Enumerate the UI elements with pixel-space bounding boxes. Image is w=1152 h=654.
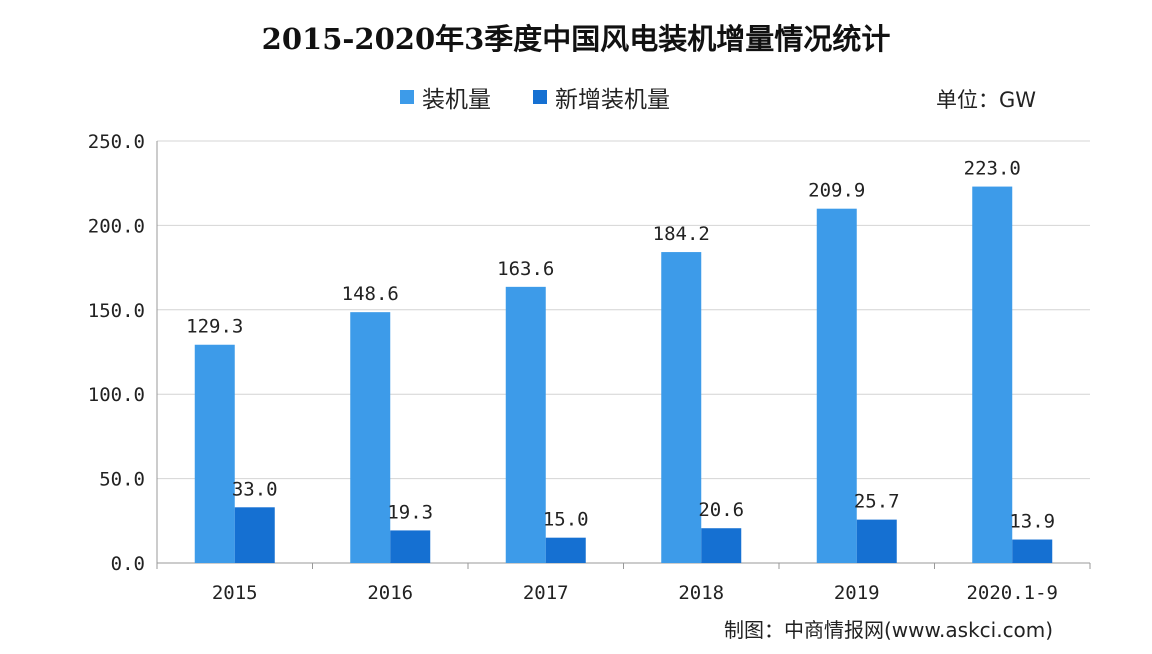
chart-title: 2015-2020年3季度中国风电装机增量情况统计 [261, 22, 891, 56]
data-label-new-installed: 15.0 [543, 509, 589, 531]
y-tick-label: 200.0 [88, 215, 145, 237]
x-tick-label: 2020.1-9 [966, 582, 1058, 604]
bar-new-installed [1012, 539, 1053, 563]
bar-new-installed [545, 537, 586, 563]
y-tick-label: 250.0 [88, 131, 145, 153]
legend-swatch-installed [400, 90, 414, 104]
data-label-installed: 209.9 [808, 180, 865, 202]
data-label-new-installed: 19.3 [387, 501, 433, 523]
data-label-installed: 129.3 [186, 316, 243, 338]
bar-installed [661, 252, 702, 563]
y-tick-label: 0.0 [111, 553, 145, 575]
x-tick-label: 2016 [367, 582, 413, 604]
bar-installed [350, 312, 391, 563]
legend-label-new-installed: 新增装机量 [555, 87, 670, 113]
data-label-installed: 184.2 [653, 223, 710, 245]
data-label-new-installed: 20.6 [698, 499, 744, 521]
legend: 装机量 新增装机量 [400, 80, 670, 114]
bar-installed [194, 344, 235, 563]
data-label-installed: 148.6 [342, 283, 399, 305]
legend-swatch-new-installed [533, 90, 547, 104]
source-credit: 制图：中商情报网(www.askci.com) [724, 618, 1054, 642]
data-label-new-installed: 25.7 [854, 491, 900, 513]
data-label-installed: 163.6 [497, 258, 554, 280]
y-tick-label: 100.0 [88, 384, 145, 406]
y-tick-label: 150.0 [88, 300, 145, 322]
unit-label: 单位：GW [936, 88, 1037, 112]
y-tick-label: 50.0 [99, 469, 145, 491]
bar-installed [505, 286, 546, 563]
x-tick-label: 2015 [212, 582, 258, 604]
data-label-new-installed: 13.9 [1009, 511, 1055, 533]
bar-new-installed [390, 530, 431, 563]
bar-installed [816, 208, 857, 564]
data-label-new-installed: 33.0 [232, 478, 278, 500]
legend-item-installed: 装机量 [400, 80, 491, 114]
legend-label-installed: 装机量 [422, 87, 491, 113]
legend-item-new-installed: 新增装机量 [533, 80, 670, 114]
bar-new-installed [234, 507, 275, 563]
x-tick-label: 2018 [678, 582, 724, 604]
x-tick-label: 2019 [834, 582, 880, 604]
bar-new-installed [701, 528, 742, 563]
x-tick-label: 2017 [523, 582, 569, 604]
bar-new-installed [856, 519, 897, 563]
data-label-installed: 223.0 [964, 158, 1021, 180]
bar-installed [972, 186, 1013, 564]
